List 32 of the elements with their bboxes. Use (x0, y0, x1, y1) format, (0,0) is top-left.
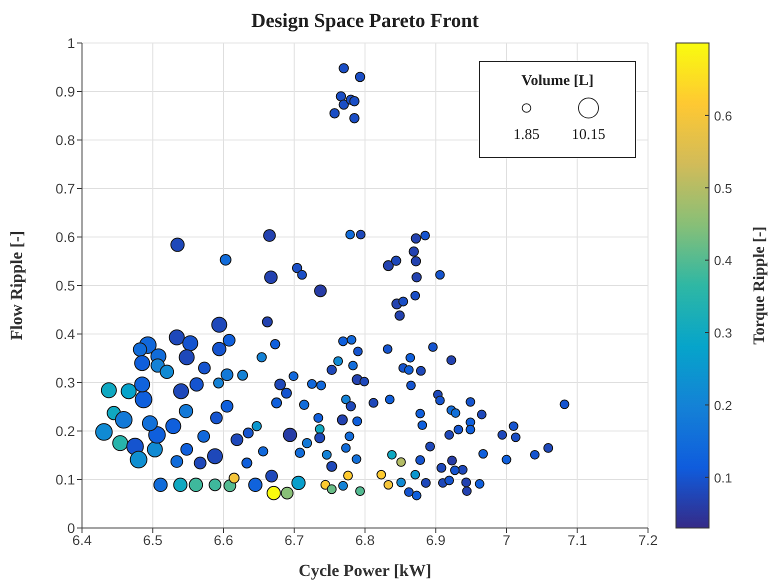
color-bar-label: 0.1 (714, 470, 732, 486)
x-tick-label: 7.2 (638, 532, 658, 548)
x-tick-label: 6.8 (355, 532, 375, 548)
y-tick-label: 0.8 (56, 132, 76, 148)
color-bar-title: Torque Ripple [-] (751, 226, 768, 345)
y-tick-label: 0.6 (56, 228, 76, 245)
y-tick-label: 0.7 (56, 180, 76, 196)
legend-title: Volume [L] (521, 73, 594, 89)
y-tick-label: 0.5 (56, 277, 76, 294)
x-tick-label: 6.9 (426, 532, 446, 548)
y-tick-label: 0.4 (56, 326, 76, 342)
y-tick-label: 0.9 (56, 83, 76, 100)
x-tick-label: 6.6 (214, 532, 234, 548)
color-bar-label: 0.4 (714, 253, 732, 268)
color-bar-label: 0.6 (714, 108, 732, 124)
x-tick-label: 6.7 (284, 532, 304, 548)
chart-title: Design Space Pareto Front (250, 10, 480, 33)
x-tick-label: 7 (502, 532, 511, 548)
legend-label: 1.85 (513, 127, 540, 143)
y-tick-label: 0.1 (56, 471, 76, 488)
x-tick-label: 7.1 (568, 532, 588, 548)
x-tick-label: 6.5 (143, 532, 163, 548)
x-axis-title: Cycle Power [kW] (298, 561, 432, 580)
color-bar-label: 0.2 (714, 398, 732, 413)
y-tick-label: 1 (67, 34, 76, 51)
y-tick-label: 0.2 (56, 422, 76, 439)
color-bar-label: 0.3 (714, 326, 732, 341)
y-tick-label: 0.3 (56, 374, 76, 390)
size-legend: Volume [L] 1.85 10.15 (479, 61, 636, 158)
y-axis-title: Flow Ripple [-] (7, 230, 26, 340)
color-bar-label: 0.5 (714, 180, 732, 196)
legend-label: 10.15 (572, 127, 606, 143)
